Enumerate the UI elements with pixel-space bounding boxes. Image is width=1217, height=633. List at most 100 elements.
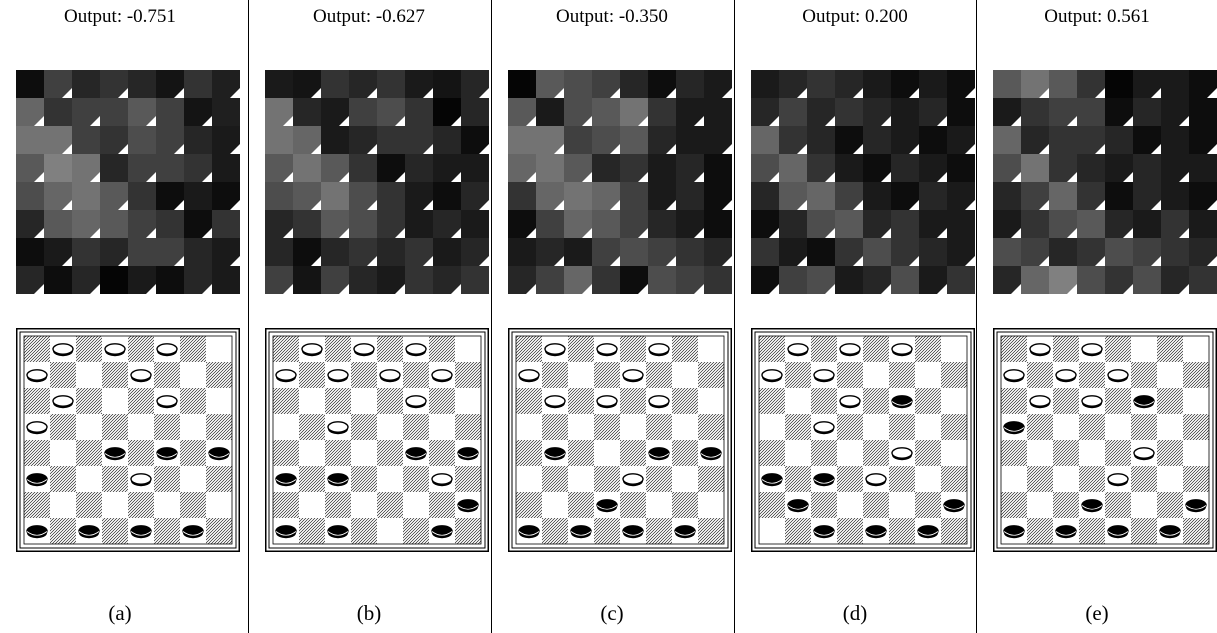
white-piece (1107, 369, 1129, 383)
heatmap-cell (293, 154, 322, 183)
hatched-square (594, 518, 620, 544)
board-grid-border (515, 335, 725, 545)
heatmap-cell (947, 154, 975, 183)
heatmap-cell (1077, 210, 1106, 239)
heatmap-cell (1133, 266, 1162, 294)
dark-square-marker (1123, 172, 1133, 182)
hatched-square (273, 492, 299, 518)
dark-square-marker (825, 172, 835, 182)
heatmap-cell (377, 182, 406, 211)
hatched-square (837, 518, 863, 544)
black-piece (648, 447, 670, 461)
white-piece (405, 395, 427, 409)
hatched-square (50, 362, 76, 388)
dark-square-marker (423, 88, 433, 98)
hatched-square (351, 518, 377, 544)
dark-square-marker (283, 116, 293, 126)
hatched-square (1079, 466, 1105, 492)
black-piece (544, 447, 566, 461)
white-piece (52, 395, 74, 409)
black-piece (457, 447, 479, 461)
dark-square-marker (1067, 172, 1077, 182)
hatched-square (941, 466, 967, 492)
hatched-square (403, 414, 429, 440)
heatmap-cell (128, 238, 157, 267)
heatmap-cell (947, 98, 975, 127)
heatmap-cell (1021, 154, 1050, 183)
white-piece (52, 343, 74, 357)
heatmap-cell (349, 210, 378, 239)
white-piece (1029, 343, 1051, 357)
hatched-square (516, 440, 542, 466)
dark-square-marker (1151, 200, 1161, 210)
dark-square-marker (1207, 88, 1217, 98)
heatmap-cell (433, 182, 462, 211)
heatmap-cell (156, 210, 185, 239)
heatmap-cell (1161, 238, 1190, 267)
heatmap-cell (1161, 126, 1190, 155)
dark-square-marker (62, 88, 72, 98)
heatmap-cell (1049, 182, 1078, 211)
white-piece (327, 369, 349, 383)
dark-square-marker (1179, 284, 1189, 294)
hatched-square (429, 440, 455, 466)
panel-label: (d) (842, 601, 868, 625)
dark-square-marker (230, 256, 240, 266)
hatched-square (102, 362, 128, 388)
heatmap-cell (891, 266, 920, 294)
heatmap-cell (564, 182, 593, 211)
white-piece (865, 473, 887, 487)
dark-square-marker (118, 88, 128, 98)
heatmap-cell (16, 70, 45, 99)
dark-square-marker (582, 284, 592, 294)
hatched-square (1131, 414, 1157, 440)
dark-square-marker (1207, 144, 1217, 154)
heatmap-cell (891, 154, 920, 183)
hatched-square (698, 518, 724, 544)
dark-square-marker (797, 144, 807, 154)
dark-square-marker (909, 200, 919, 210)
dark-square-marker (202, 116, 212, 126)
hatched-square (1157, 336, 1183, 362)
black-piece (596, 499, 618, 513)
dark-square-marker (339, 284, 349, 294)
hatched-square (889, 414, 915, 440)
dark-square-marker (1095, 200, 1105, 210)
activation-heatmap (16, 70, 240, 294)
hatched-square (299, 518, 325, 544)
hatched-square (1001, 388, 1027, 414)
hatched-square (128, 492, 154, 518)
black-piece (813, 473, 835, 487)
white-piece (1055, 369, 1077, 383)
heatmap-cell (704, 266, 732, 294)
hatched-square (102, 414, 128, 440)
dark-square-marker (694, 172, 704, 182)
heatmap-cell (863, 182, 892, 211)
heatmap-cell (265, 70, 294, 99)
hatched-square (206, 518, 232, 544)
hatched-square (1183, 466, 1209, 492)
hatched-square (325, 336, 351, 362)
hatched-square (672, 440, 698, 466)
hatched-square (377, 336, 403, 362)
dark-square-marker (722, 256, 732, 266)
hatched-square (180, 388, 206, 414)
heatmap-cell (620, 70, 649, 99)
hatched-square (455, 414, 481, 440)
dark-square-marker (694, 116, 704, 126)
dark-square-marker (90, 116, 100, 126)
dark-square-marker (1179, 172, 1189, 182)
dark-square-marker (423, 200, 433, 210)
white-piece (544, 343, 566, 357)
hatched-square (206, 414, 232, 440)
heatmap-cell (1049, 126, 1078, 155)
dark-square-marker (965, 256, 975, 266)
hatched-square (24, 388, 50, 414)
dark-square-marker (202, 228, 212, 238)
white-piece (431, 369, 453, 383)
black-piece (891, 395, 913, 409)
white-piece (275, 369, 297, 383)
white-piece (130, 473, 152, 487)
black-piece (275, 525, 297, 539)
heatmap-cell (807, 70, 836, 99)
